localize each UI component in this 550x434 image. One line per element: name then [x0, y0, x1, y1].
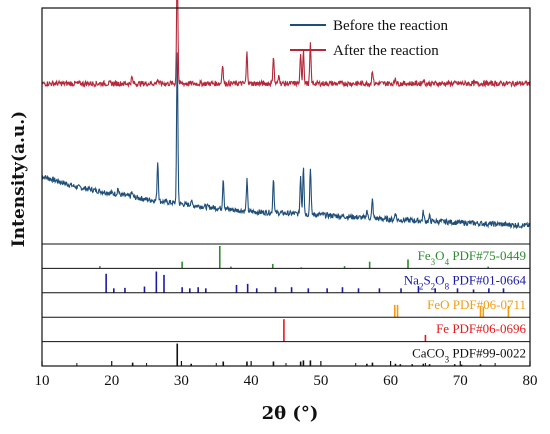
x-tick-label: 20	[104, 373, 119, 389]
ref-label: Fe PDF#06-0696	[436, 321, 526, 336]
y-axis-title: Intensity(a.u.)	[9, 111, 29, 247]
x-tick-label: 10	[35, 373, 50, 389]
ref-label: Fe3O4 PDF#75-0449	[418, 248, 526, 267]
series-line-before	[41, 52, 531, 230]
plot-frame	[41, 7, 531, 367]
legend-label: After the reaction	[333, 43, 439, 59]
x-tick-label: 30	[174, 373, 189, 389]
reference-panels: Fe3O4 PDF#75-0449 Na2S2O8 PDF#01-0664 FeO …	[42, 243, 530, 366]
x-axis-title: 2θ (°)	[262, 403, 319, 424]
x-tick-label: 60	[383, 373, 398, 389]
axes: 10 20 30 40 50 60 70 80 2θ (°) Intensity(a.u.)	[9, 7, 538, 424]
x-tick-label: 50	[313, 373, 328, 389]
ref-label: Na2S2O8 PDF#01-0664	[404, 272, 527, 291]
x-tick-label: 70	[453, 373, 468, 389]
ref-label: CaCO3 PDF#99-0022	[412, 346, 526, 365]
legend: Before the reaction After the reaction	[290, 18, 448, 59]
series-line-after	[41, 0, 531, 89]
legend-label: Before the reaction	[333, 18, 448, 34]
x-tick-label: 80	[523, 373, 538, 389]
ref-label: FeO PDF#06-0711	[427, 297, 526, 312]
x-tick-label: 40	[244, 373, 259, 389]
plot-main-panel	[41, 0, 531, 230]
